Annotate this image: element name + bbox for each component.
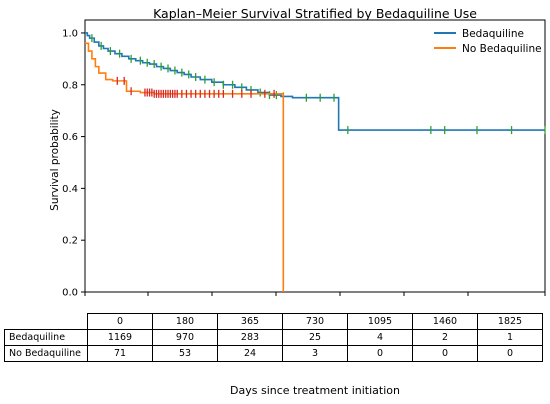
y-axis-label: Survival probability	[49, 109, 61, 211]
plot-area: 0.0 0.2 0.4 0.6 0.8 1.0	[62, 19, 546, 299]
risk-time-1095: 1095	[347, 313, 413, 330]
risk-row-label: No Bedaquiline	[4, 345, 88, 362]
legend-label-bedaquiline: Bedaquiline	[462, 28, 524, 40]
risk-table-row-bedaquiline: Bedaquiline 1169 970 283 25 4 2 1	[4, 329, 543, 346]
legend-label-no-bedaquiline: No Bedaquiline	[462, 43, 542, 55]
risk-table: 0 180 365 730 1095 1460 1825 Bedaquiline…	[4, 313, 543, 362]
risk-row-label: Bedaquiline	[4, 329, 88, 346]
risk-count: 0	[412, 345, 478, 362]
risk-count: 2	[412, 329, 478, 346]
plot-frame	[84, 19, 546, 293]
risk-count: 24	[217, 345, 283, 362]
risk-time-1825: 1825	[477, 313, 543, 330]
chart-title: Kaplan–Meier Survival Stratified by Beda…	[153, 6, 477, 21]
risk-count: 1	[477, 329, 543, 346]
risk-count: 1169	[87, 329, 153, 346]
y-tick-label: 0.4	[62, 184, 78, 195]
legend: Bedaquiline No Bedaquiline	[434, 28, 542, 55]
risk-time-730: 730	[282, 313, 348, 330]
risk-time-365: 365	[217, 313, 283, 330]
risk-table-header-row: 0 180 365 730 1095 1460 1825	[4, 313, 543, 330]
risk-count: 0	[347, 345, 413, 362]
risk-count: 4	[347, 329, 413, 346]
y-tick-label: 0.6	[62, 132, 78, 143]
y-tick-label: 1.0	[62, 28, 78, 39]
risk-count: 25	[282, 329, 348, 346]
risk-time-180: 180	[152, 313, 218, 330]
risk-count: 970	[152, 329, 218, 346]
risk-count: 0	[477, 345, 543, 362]
y-tick-label: 0.8	[62, 80, 78, 91]
risk-table-row-no-bedaquiline: No Bedaquiline 71 53 24 3 0 0 0	[4, 345, 543, 362]
y-tick-label: 0.2	[62, 236, 78, 247]
risk-count: 53	[152, 345, 218, 362]
risk-count: 283	[217, 329, 283, 346]
risk-count: 3	[282, 345, 348, 362]
km-curve-bedaquiline	[85, 32, 545, 131]
risk-time-0: 0	[87, 313, 153, 330]
risk-count: 71	[87, 345, 153, 362]
km-curve-no-bedaquiline	[85, 42, 285, 292]
risk-time-1460: 1460	[412, 313, 478, 330]
y-tick-label: 0.0	[62, 288, 78, 299]
x-axis-label: Days since treatment initiation	[230, 384, 400, 397]
risk-table-corner	[4, 313, 88, 330]
